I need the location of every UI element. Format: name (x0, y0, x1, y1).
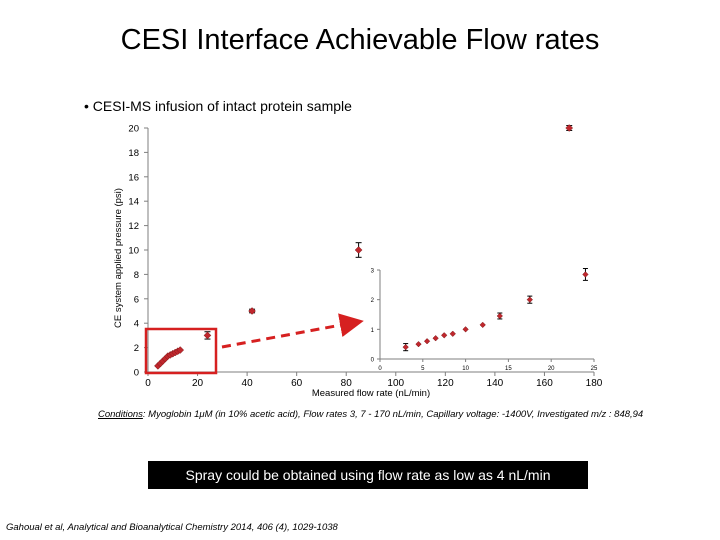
inset-data-point (526, 296, 533, 303)
inset-data-point (449, 330, 456, 337)
data-point (248, 307, 256, 315)
conditions-label: Conditions (98, 409, 143, 420)
inset-x-tick-label: 10 (462, 366, 469, 372)
data-point (176, 346, 185, 354)
inset-x-tick-label: 20 (548, 366, 555, 372)
inset-data-point (441, 332, 448, 339)
reference-text: Gahoual et al, Analytical and Bioanalyti… (6, 522, 338, 533)
main-y-tick-label: 14 (128, 197, 139, 208)
main-y-tick-label: 4 (134, 319, 139, 330)
main-x-tick-label: 120 (437, 378, 454, 389)
inset-data-point (432, 335, 439, 342)
inset-x-tick-label: 0 (378, 366, 382, 372)
inset-data-point (496, 312, 503, 320)
main-points (154, 124, 574, 370)
inset-data-point (582, 271, 589, 278)
highlight-box (144, 327, 218, 375)
main-y-tick-label: 6 (134, 294, 139, 305)
main-x-tick-label: 20 (192, 378, 204, 389)
main-x-tick-label: 100 (387, 378, 404, 389)
inset-data-point (462, 326, 469, 333)
zoom-arrow (221, 313, 364, 349)
data-point (203, 331, 212, 340)
inset-x-tick-label: 5 (421, 366, 425, 372)
inset-axes: 0 5 10 15 20 25 0 1 2 3 (371, 264, 599, 372)
conditions-body: : Myoglobin 1μM (in 10% acetic acid), Fl… (142, 409, 644, 420)
main-x-tick-label: 60 (291, 378, 303, 389)
main-axes: 0 20 40 60 80 100 120 140 160 1800246810121416182… (128, 124, 602, 390)
main-y-tick-label: 2 (134, 343, 139, 354)
main-y-tick-label: 10 (128, 246, 139, 257)
main-y-tick-label: 0 (134, 368, 139, 379)
inset-data-point (415, 341, 422, 348)
main-x-tick-label: 140 (487, 378, 504, 389)
slide-title: CESI Interface Achievable Flow rates (120, 24, 600, 56)
inset-x-tick-label: 15 (505, 366, 512, 372)
inset-data-point (423, 338, 431, 345)
inset-x-tick-label: 25 (591, 366, 598, 372)
inset-y-tick-label: 2 (371, 298, 375, 304)
inset-y-tick-label: 0 (371, 358, 375, 364)
main-y-tick-label: 12 (128, 221, 139, 232)
y-axis-label: CE system applied pressure (psi) (113, 188, 124, 328)
data-point (565, 124, 574, 132)
main-x-tick-label: 180 (586, 378, 603, 389)
inset-background (379, 264, 599, 371)
main-x-tick-label: 0 (145, 378, 151, 389)
conditions-text: Conditions: Myoglobin 1μM (in 10% acetic… (98, 409, 678, 420)
inset-data-point (402, 343, 409, 351)
main-x-tick-label: 40 (242, 378, 254, 389)
inset-y-tick-label: 3 (371, 269, 375, 275)
inset-data-point (479, 321, 486, 329)
main-y-tick-label: 16 (128, 172, 139, 183)
callout-box: Spray could be obtained using flow rate … (148, 461, 588, 489)
data-point (354, 246, 363, 254)
inset-y-tick-label: 1 (371, 328, 375, 334)
main-x-tick-label: 80 (341, 378, 353, 389)
main-y-tick-label: 8 (134, 270, 139, 281)
main-y-tick-label: 20 (128, 124, 139, 135)
inset-points (402, 268, 589, 352)
main-y-tick-label: 18 (128, 148, 139, 159)
main-x-tick-label: 160 (536, 378, 553, 389)
x-axis-label: Measured flow rate (nL/min) (312, 388, 430, 399)
bullet-text: • CESI-MS infusion of intact protein sam… (84, 98, 352, 114)
